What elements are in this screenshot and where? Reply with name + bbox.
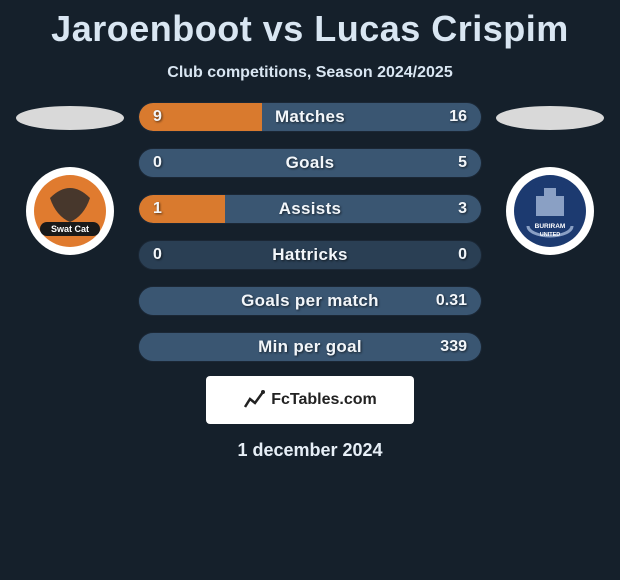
page-title: Jaroenboot vs Lucas Crispim	[0, 0, 620, 50]
brand-logo: FcTables.com	[206, 376, 414, 424]
footer-date: 1 december 2024	[0, 440, 620, 461]
comparison-container: Swat Cat 9Matches160Goals51Assists30Hatt…	[0, 98, 620, 362]
stat-row: 9Matches16	[138, 102, 482, 132]
stat-label: Goals per match	[139, 291, 481, 311]
svg-text:★: ★	[560, 181, 568, 191]
stat-value-right: 0	[458, 246, 467, 264]
stat-row: 1Assists3	[138, 194, 482, 224]
svg-text:★: ★	[546, 178, 554, 188]
stat-value-right: 0.31	[436, 292, 467, 310]
svg-text:★: ★	[532, 181, 540, 191]
brand-label: FcTables.com	[271, 391, 377, 409]
left-team-name: Swat Cat	[51, 224, 89, 234]
right-player-avatar	[496, 106, 604, 130]
right-team-badge: ★ ★ ★ BURIRAM UNITED	[500, 166, 600, 256]
stat-row: 0Hattricks0	[138, 240, 482, 270]
stat-value-right: 3	[458, 200, 467, 218]
stat-value-right: 16	[449, 108, 467, 126]
stat-value-right: 339	[440, 338, 467, 356]
stat-bars: 9Matches160Goals51Assists30Hattricks0Goa…	[130, 98, 490, 362]
stat-row: 0Goals5	[138, 148, 482, 178]
stat-label: Assists	[139, 199, 481, 219]
stat-label: Hattricks	[139, 245, 481, 265]
stat-label: Goals	[139, 153, 481, 173]
page-subtitle: Club competitions, Season 2024/2025	[0, 64, 620, 82]
stat-row: Goals per match0.31	[138, 286, 482, 316]
left-player-avatar	[16, 106, 124, 130]
left-team-badge: Swat Cat	[20, 166, 120, 256]
stat-label: Matches	[139, 107, 481, 127]
left-team-column: Swat Cat	[10, 98, 130, 256]
chart-icon	[243, 389, 265, 411]
stat-label: Min per goal	[139, 337, 481, 357]
svg-text:UNITED: UNITED	[540, 232, 561, 238]
right-team-column: ★ ★ ★ BURIRAM UNITED	[490, 98, 610, 256]
stat-value-right: 5	[458, 154, 467, 172]
right-team-name: BURIRAM	[535, 223, 566, 230]
stat-row: Min per goal339	[138, 332, 482, 362]
